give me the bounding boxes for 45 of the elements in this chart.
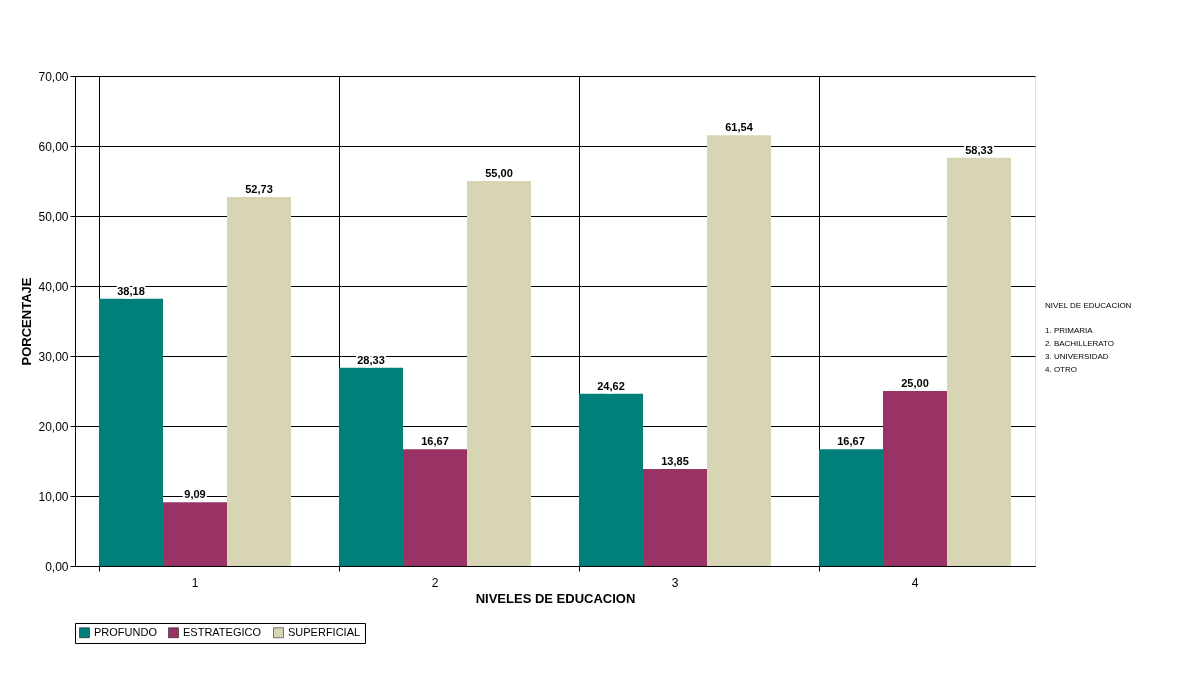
y-tick-label: 20,00 <box>38 419 69 434</box>
bar <box>707 135 771 566</box>
x-tick-label: 3 <box>671 575 679 590</box>
data-label: 58,33 <box>965 143 993 156</box>
data-label: 52,73 <box>245 182 273 195</box>
bar <box>579 393 643 566</box>
x-tick-label: 4 <box>911 575 919 590</box>
y-tick-label: 60,00 <box>38 139 69 154</box>
data-label: 16,67 <box>421 435 449 448</box>
legend-label: PROFUNDO <box>94 625 158 638</box>
data-label: 13,85 <box>661 455 689 468</box>
bar <box>339 367 403 566</box>
y-tick-label: 0,00 <box>45 559 69 574</box>
text: 4. OTRO <box>1045 365 1078 374</box>
data-label: 28,33 <box>357 353 385 366</box>
y-tick-label: 50,00 <box>38 209 69 224</box>
bar <box>819 449 883 566</box>
y-tick-label: 40,00 <box>38 279 69 294</box>
x-axis-title: NIVELES DE EDUCACION <box>475 590 636 606</box>
bar <box>99 298 163 566</box>
y-tick-label: 30,00 <box>38 349 69 364</box>
data-label: 38,18 <box>117 284 145 297</box>
legend-label: ESTRATEGICO <box>183 625 262 638</box>
bar <box>643 469 707 566</box>
data-label: 61,54 <box>725 121 754 134</box>
text: 3. UNIVERSIDAD <box>1045 352 1109 361</box>
bar <box>467 181 531 566</box>
data-label: 24,62 <box>597 379 625 392</box>
data-label: 25,00 <box>901 377 929 389</box>
legend-label: SUPERFICIAL <box>288 625 361 638</box>
text: NIVEL DE EDUCACION <box>1045 301 1132 310</box>
data-label: 16,67 <box>837 435 865 448</box>
y-tick-label: 70,00 <box>38 69 69 84</box>
bar <box>163 502 227 566</box>
bar <box>227 196 291 566</box>
x-tick-label: 1 <box>191 575 199 590</box>
bar <box>883 391 947 566</box>
y-axis-title: PORCENTAJE <box>19 277 35 366</box>
text: 1. PRIMARIA <box>1045 326 1094 335</box>
bar <box>947 157 1011 566</box>
data-label: 55,00 <box>485 167 513 179</box>
text: 2. BACHILLERATO <box>1045 339 1115 348</box>
x-tick-label: 2 <box>431 575 439 590</box>
y-tick-label: 10,00 <box>38 489 69 504</box>
bar <box>403 449 467 566</box>
